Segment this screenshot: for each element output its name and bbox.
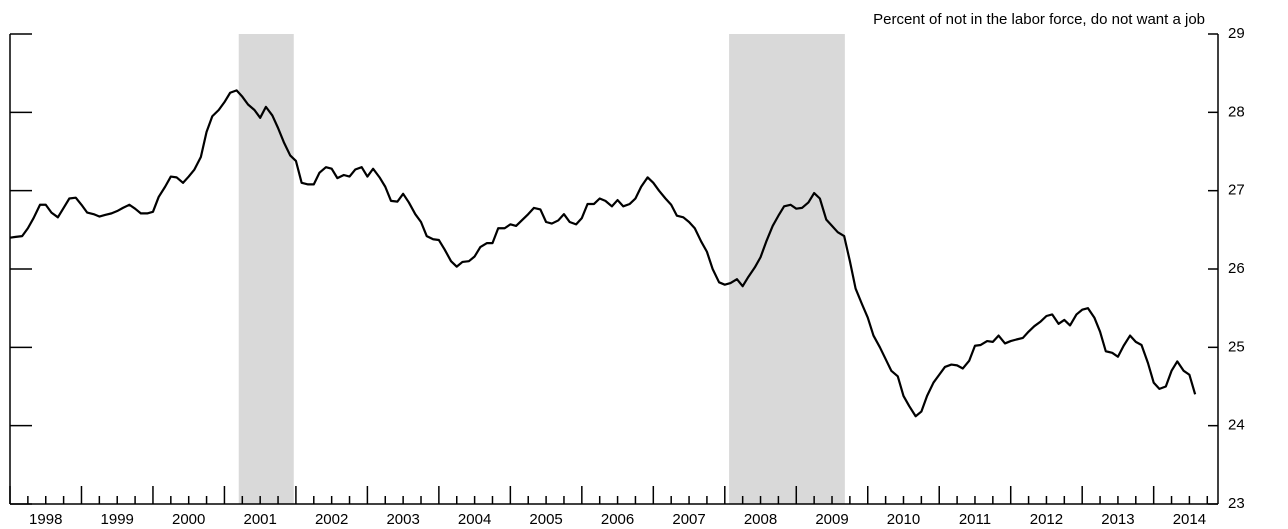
y-tick-label: 26: [1228, 260, 1245, 277]
x-tick-label: 2005: [529, 511, 562, 528]
y-tick-label: 27: [1228, 182, 1245, 199]
x-tick-label: 2013: [1101, 511, 1134, 528]
y-tick-label: 25: [1228, 338, 1245, 355]
x-tick-label: 2004: [458, 511, 491, 528]
x-tick-label: 2007: [672, 511, 705, 528]
x-tick-label: 1998: [29, 511, 62, 528]
x-tick-label: 2009: [815, 511, 848, 528]
y-tick-label: 24: [1228, 417, 1245, 434]
recession-shade: [729, 34, 845, 504]
x-tick-label: 2002: [315, 511, 348, 528]
recession-shade: [238, 34, 294, 504]
chart-title: Percent of not in the labor force, do no…: [873, 11, 1205, 28]
x-tick-label: 2010: [887, 511, 920, 528]
x-tick-label: 2000: [172, 511, 205, 528]
data-line: [9, 89, 1197, 418]
x-tick-label: 2014: [1173, 511, 1206, 528]
x-tick-label: 2008: [744, 511, 777, 528]
x-tick-label: 2001: [243, 511, 276, 528]
y-tick-label: 29: [1228, 25, 1245, 42]
x-tick-label: 2012: [1030, 511, 1063, 528]
x-tick-label: 2011: [959, 511, 991, 528]
y-tick-label: 23: [1228, 495, 1245, 512]
x-tick-label: 1999: [101, 511, 134, 528]
y-tick-label: 28: [1228, 103, 1245, 120]
x-tick-label: 2006: [601, 511, 634, 528]
x-tick-label: 2003: [386, 511, 419, 528]
